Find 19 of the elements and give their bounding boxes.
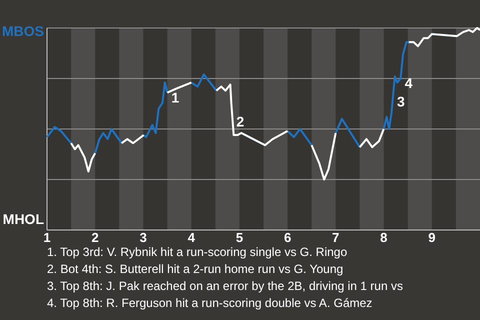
annotation: 3: [397, 93, 406, 110]
x-tick-label: 8: [380, 230, 388, 245]
text: MBOS: [2, 23, 44, 39]
x-tick-label: 4: [188, 230, 196, 245]
x-tick-label: 6: [284, 230, 292, 245]
annotation: 4: [404, 75, 413, 92]
x-tick-label: 2: [91, 230, 99, 245]
text: MHOL: [2, 211, 44, 227]
x-tick-label: 3: [140, 230, 147, 245]
x-tick-label: 5: [236, 230, 244, 245]
x-tick-label: 7: [332, 230, 340, 245]
annotation: 1: [171, 89, 180, 106]
x-tick-label: 9: [428, 230, 436, 245]
x-tick-label: 1: [43, 230, 51, 245]
text: 4. Top 8th: R. Ferguson hit a run-scoring double vs A. Gámez: [47, 296, 372, 310]
text: 1. Top 3rd: V. Rybnik hit a run-scoring single vs G. Ringo: [47, 245, 348, 259]
text: 3. Top 8th: J. Pak reached on an error by the 2B, driving in 1 run vs: [47, 279, 403, 293]
annotation: 2: [236, 114, 244, 130]
text: 2. Bot 4th: S. Butterell hit a 2-run home run vs G. Young: [47, 262, 344, 276]
